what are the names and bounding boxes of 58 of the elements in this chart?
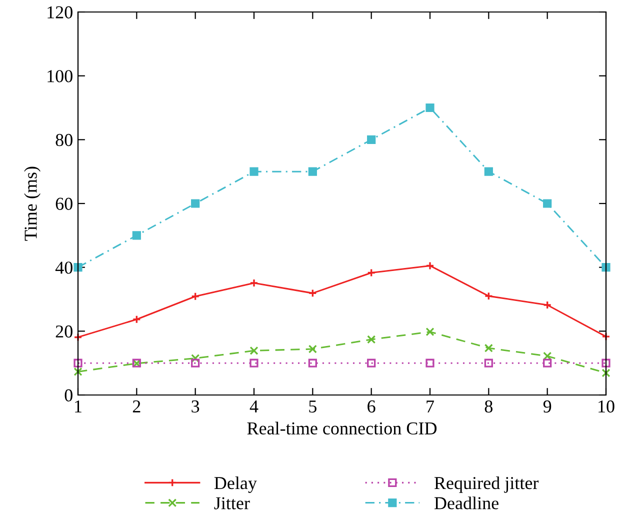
x-tick-label: 2 — [132, 400, 140, 412]
y-tick-label: 0 — [64, 389, 72, 402]
point — [308, 288, 317, 298]
legend-label: Required jitter — [434, 476, 539, 493]
point — [367, 135, 376, 144]
point — [484, 358, 493, 368]
x-tick-label: 7 — [426, 400, 434, 412]
x-tick-label: 4 — [250, 400, 258, 412]
x-tick-label: 6 — [368, 400, 376, 413]
point — [543, 199, 552, 208]
point — [367, 335, 376, 344]
point — [602, 263, 610, 272]
x-tick-label: 1 — [75, 400, 82, 412]
y-axis-title: Time (ms) — [24, 166, 40, 241]
point — [74, 367, 82, 376]
point — [367, 268, 376, 278]
point — [543, 300, 552, 310]
point — [308, 167, 317, 176]
y-tick-label: 20 — [56, 325, 72, 338]
point — [191, 358, 200, 368]
x-tick-label: 10 — [598, 400, 614, 413]
point — [367, 358, 376, 368]
point — [308, 358, 317, 368]
x-tick-label: 5 — [309, 400, 316, 413]
point — [250, 358, 258, 368]
point — [132, 315, 141, 324]
point — [484, 292, 493, 300]
point — [426, 358, 434, 368]
legend-label: Jitter — [214, 497, 250, 510]
point — [602, 368, 610, 378]
legend-label: Deadline — [434, 496, 498, 510]
x-axis-title: Real-time connection CID — [247, 422, 437, 434]
point — [308, 344, 317, 354]
x-tick-label: 9 — [543, 400, 552, 413]
point — [250, 346, 258, 355]
y-tick-label: 40 — [55, 262, 72, 274]
point — [250, 278, 258, 288]
point — [426, 261, 434, 270]
y-tick-label: 60 — [56, 198, 72, 210]
point — [191, 354, 200, 363]
point — [484, 167, 493, 176]
point — [426, 328, 434, 336]
point — [543, 358, 552, 368]
point — [132, 231, 141, 240]
point — [74, 263, 82, 272]
point — [191, 199, 200, 208]
x-tick-label: 3 — [192, 400, 200, 413]
point — [426, 103, 434, 112]
y-tick-label: 120 — [48, 6, 72, 18]
point — [602, 358, 610, 368]
y-tick-label: 100 — [48, 70, 72, 82]
point — [250, 167, 258, 176]
point — [74, 358, 82, 368]
point — [484, 344, 493, 352]
legend-label: Delay — [214, 476, 257, 493]
x-tick-label: 8 — [484, 400, 492, 413]
point — [191, 292, 200, 301]
y-tick-label: 80 — [56, 134, 72, 146]
